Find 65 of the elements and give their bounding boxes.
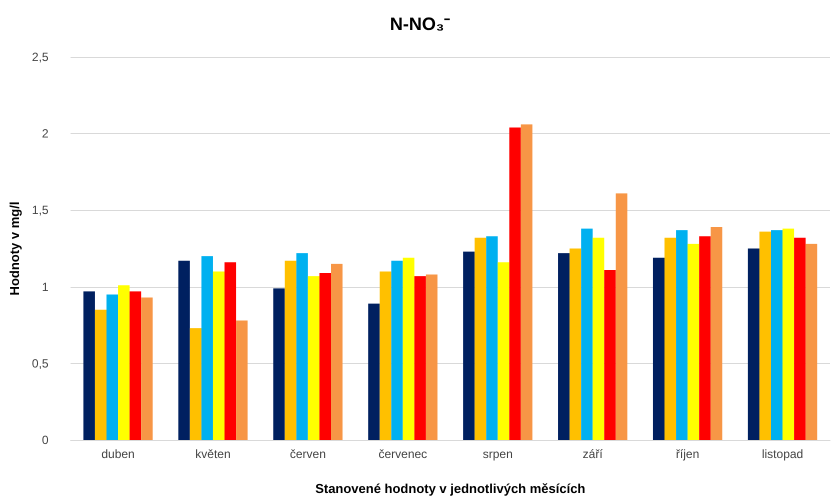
bar (236, 320, 248, 440)
bar (592, 238, 604, 440)
bar (414, 276, 426, 440)
x-tick-label: červen (290, 447, 326, 461)
bar (474, 238, 486, 440)
bar (331, 264, 343, 440)
bar (688, 244, 700, 440)
bar (498, 262, 510, 440)
bar (141, 298, 153, 440)
bar (570, 248, 582, 440)
bar (782, 228, 794, 440)
x-tick-label: říjen (676, 447, 700, 461)
bar (794, 238, 806, 440)
bar (190, 328, 202, 440)
bar (402, 258, 414, 440)
x-tick-label: listopad (762, 447, 804, 461)
bar (391, 260, 403, 440)
y-tick-label: 1 (42, 280, 49, 294)
bar (710, 227, 722, 440)
bar (273, 288, 285, 440)
y-tick-label: 2,5 (32, 50, 49, 64)
bar (106, 294, 118, 440)
bar (770, 230, 783, 440)
bar (676, 230, 688, 440)
y-tick-label: 2 (42, 126, 49, 141)
bar (284, 260, 296, 440)
bar (699, 236, 711, 440)
bar (368, 304, 380, 440)
bar (652, 258, 665, 440)
bar (224, 262, 236, 440)
y-tick-label: 0 (42, 433, 49, 447)
bar (83, 291, 95, 440)
bar (486, 236, 498, 440)
bar (509, 127, 521, 440)
bar (806, 244, 818, 440)
bar (558, 253, 570, 440)
bar (748, 248, 760, 440)
bar (520, 124, 532, 440)
x-tick-label: září (582, 447, 604, 461)
bar (94, 310, 106, 440)
bar (308, 276, 320, 440)
bar (604, 270, 616, 440)
x-tick-label: srpen (482, 447, 513, 461)
y-tick-label: 1,5 (32, 203, 49, 218)
x-axis-title: Stanovené hodnoty v jednotlivých měsících (315, 481, 586, 496)
y-tick-label: 0,5 (32, 356, 49, 370)
bar (380, 271, 392, 440)
x-tick-label: duben (101, 447, 135, 461)
x-tick-label: květen (195, 447, 231, 461)
bar (178, 260, 190, 440)
bar (319, 273, 331, 440)
chart-title: N-NO₃⁻ (390, 14, 450, 34)
bar (296, 253, 308, 440)
bar (664, 238, 676, 440)
bar (581, 228, 593, 440)
bar (118, 285, 130, 440)
bar (130, 291, 142, 440)
bar (212, 271, 225, 440)
bar (463, 252, 475, 440)
bar (426, 274, 438, 440)
x-tick-label: červenec (378, 447, 428, 461)
y-axis-title: Hodnoty v mg/l (7, 202, 22, 296)
bar (201, 256, 213, 440)
bar (759, 232, 771, 440)
bar (616, 193, 628, 440)
